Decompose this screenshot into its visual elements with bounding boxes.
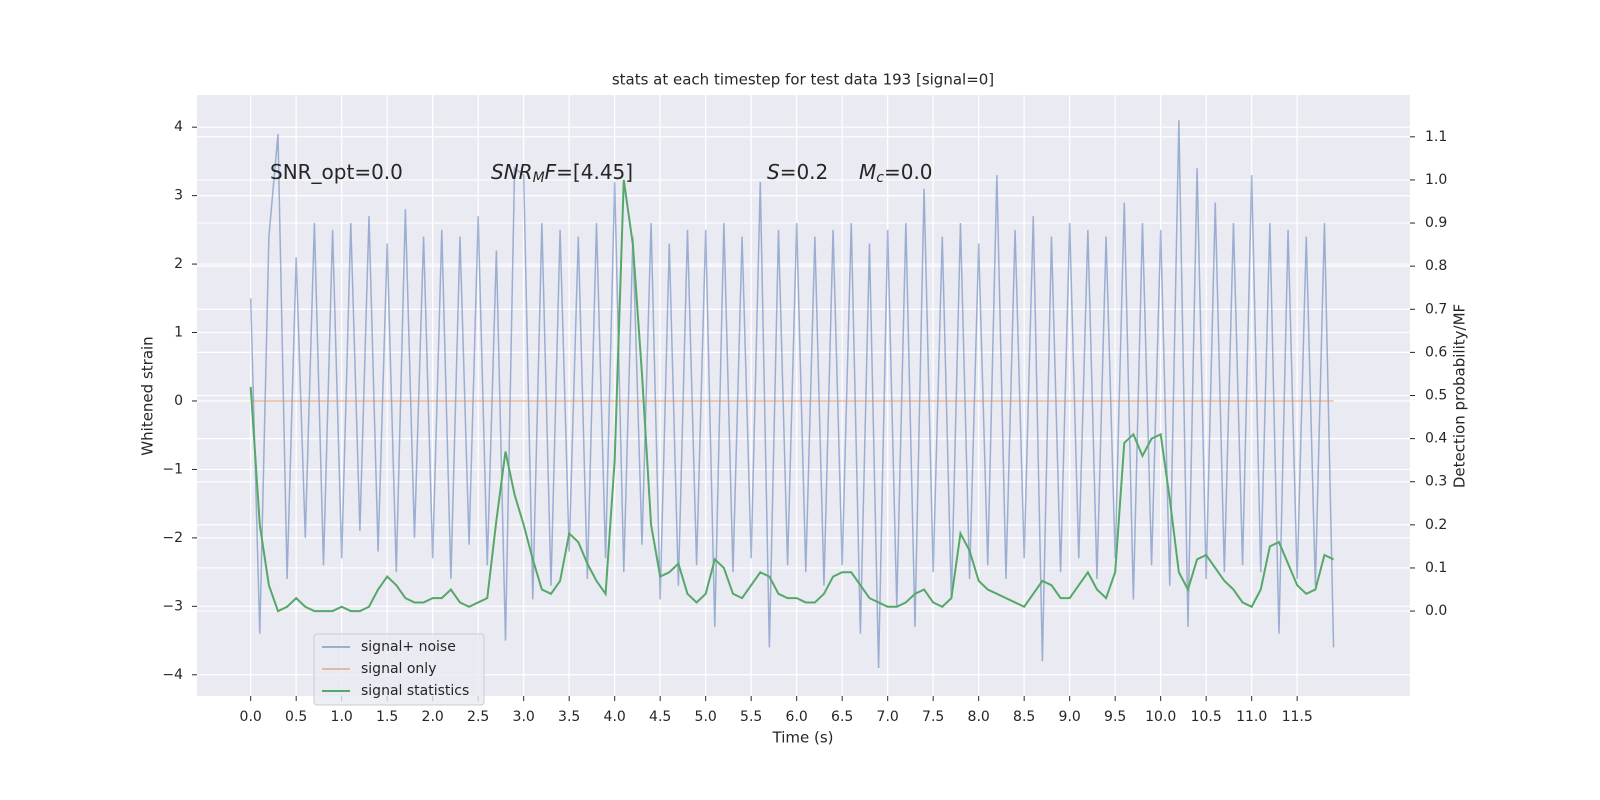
x-axis-title: Time (s) <box>772 729 834 747</box>
annotation-text: =0.2 <box>780 160 829 184</box>
x-tick-label: 8.5 <box>1013 709 1035 725</box>
x-tick-label: 2.5 <box>467 709 489 725</box>
y-tick-label: −3 <box>162 598 183 614</box>
legend-label: signal+ noise <box>361 639 456 655</box>
y-tick-label: −4 <box>162 667 183 683</box>
x-tick-label: 9.5 <box>1104 709 1126 725</box>
x-tick-label: 4.0 <box>604 709 626 725</box>
x-tick-label: 1.5 <box>376 709 398 725</box>
annotation-text: =[4.45] <box>556 160 633 184</box>
data-marks <box>249 120 1335 668</box>
y-tick-label: 2 <box>174 256 183 272</box>
x-tick-label: 10.0 <box>1145 709 1176 725</box>
x-tick-label: 1.0 <box>331 709 353 725</box>
axes: 0.0 0.5 1.0 1.5 2.0 2.5 3.0 3.5 4.0 4.5 5.0 5.5 6.0 6… <box>162 119 1447 725</box>
chart-title: stats at each timestep for test data 193… <box>612 71 994 89</box>
y2-tick-label: 1.0 <box>1425 172 1447 188</box>
annotation-subscript: M <box>533 170 545 186</box>
y-tick-label: 0 <box>174 393 183 409</box>
legend: signal+ noise signal only signal statistic… <box>313 633 485 706</box>
x-tick-label: 0.0 <box>240 709 262 725</box>
x-tick-label: 9.0 <box>1059 709 1081 725</box>
x-tick-label: 7.0 <box>877 709 899 725</box>
x-tick-label: 2.0 <box>422 709 444 725</box>
y2-tick-label: 1.1 <box>1425 129 1447 145</box>
annotation: S=0.2 <box>767 160 828 184</box>
y-tick-label: 4 <box>174 119 183 135</box>
x-tick-label: 10.5 <box>1191 709 1222 725</box>
y-axis-title: Whitened strain <box>139 336 157 455</box>
annotation-text: F <box>545 160 557 184</box>
y-tick-label: −2 <box>162 530 183 546</box>
x-tick-label: 0.5 <box>285 709 307 725</box>
annotations: SNR_opt=0.0 SNRMF=[4.45] S=0.2 Mc=0.0 <box>270 160 933 187</box>
y-tick-label: −1 <box>162 461 183 477</box>
y2-tick-label: 0.6 <box>1425 344 1447 360</box>
legend-label: signal statistics <box>361 683 469 699</box>
y2-tick-label: 0.1 <box>1425 560 1447 576</box>
legend-label: signal only <box>361 661 436 677</box>
x-tick-label: 3.5 <box>558 709 580 725</box>
y2-tick-label: 0.0 <box>1425 603 1447 619</box>
annotation: SNRMF=[4.45] <box>491 160 633 187</box>
x-tick-label: 6.0 <box>786 709 808 725</box>
annotation-text: SNR_opt=0.0 <box>270 160 403 184</box>
legend-box <box>313 633 485 706</box>
x-tick-label: 5.0 <box>695 709 717 725</box>
annotation-text: =0.0 <box>884 160 933 184</box>
y2-tick-label: 0.8 <box>1425 258 1447 274</box>
x-tick-label: 11.5 <box>1282 709 1313 725</box>
y2-tick-label: 0.5 <box>1425 388 1447 404</box>
y-tick-label: 3 <box>174 188 183 204</box>
annotation: SNR_opt=0.0 <box>270 160 403 184</box>
y2-tick-label: 0.3 <box>1425 474 1447 490</box>
x-tick-label: 5.5 <box>740 709 762 725</box>
annotation-text: SNR <box>491 160 533 184</box>
y2-tick-label: 0.4 <box>1425 431 1447 447</box>
annotation-text: M <box>859 160 876 184</box>
y2-axis-title: Detection probability/MF <box>1451 304 1469 488</box>
x-tick-label: 6.5 <box>831 709 853 725</box>
y2-tick-label: 0.2 <box>1425 517 1447 533</box>
x-tick-label: 7.5 <box>922 709 944 725</box>
y2-tick-label: 0.9 <box>1425 215 1447 231</box>
annotation-subscript: c <box>876 170 884 186</box>
x-tick-label: 3.0 <box>513 709 535 725</box>
series-line <box>249 179 1334 613</box>
annotation-text: S <box>767 160 780 184</box>
x-tick-label: 11.0 <box>1236 709 1267 725</box>
y-tick-label: 1 <box>174 325 183 341</box>
annotation: Mc=0.0 <box>859 160 933 187</box>
x-tick-label: 4.5 <box>649 709 671 725</box>
series-line <box>249 120 1335 668</box>
y2-tick-label: 0.7 <box>1425 301 1447 317</box>
x-tick-label: 8.0 <box>968 709 990 725</box>
